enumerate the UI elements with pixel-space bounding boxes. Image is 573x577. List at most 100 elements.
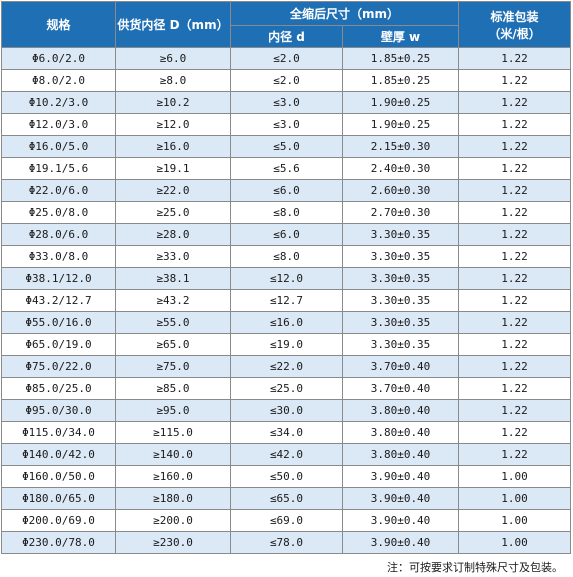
cell-supply-inner-diameter: ≥95.0 xyxy=(116,400,231,422)
cell-standard-pack: 1.22 xyxy=(459,224,571,246)
cell-supply-inner-diameter: ≥6.0 xyxy=(116,48,231,70)
cell-standard-pack: 1.22 xyxy=(459,400,571,422)
cell-wall-thickness: 2.40±0.30 xyxy=(343,158,459,180)
cell-spec: Φ8.0/2.0 xyxy=(2,70,116,92)
table-row: Φ43.2/12.7 ≥43.2 ≤12.7 3.30±0.35 1.22 xyxy=(2,290,571,312)
table-row: Φ10.2/3.0 ≥10.2 ≤3.0 1.90±0.25 1.22 xyxy=(2,92,571,114)
table-row: Φ12.0/3.0 ≥12.0 ≤3.0 1.90±0.25 1.22 xyxy=(2,114,571,136)
table-row: Φ95.0/30.0 ≥95.0 ≤30.0 3.80±0.40 1.22 xyxy=(2,400,571,422)
table-row: Φ19.1/5.6 ≥19.1 ≤5.6 2.40±0.30 1.22 xyxy=(2,158,571,180)
cell-supply-inner-diameter: ≥85.0 xyxy=(116,378,231,400)
cell-standard-pack: 1.22 xyxy=(459,70,571,92)
table-row: Φ28.0/6.0 ≥28.0 ≤6.0 3.30±0.35 1.22 xyxy=(2,224,571,246)
cell-standard-pack: 1.22 xyxy=(459,202,571,224)
cell-standard-pack: 1.22 xyxy=(459,92,571,114)
cell-wall-thickness: 2.70±0.30 xyxy=(343,202,459,224)
header-standard-pack-label: 标准包装 xyxy=(459,8,570,25)
cell-supply-inner-diameter: ≥19.1 xyxy=(116,158,231,180)
cell-supply-inner-diameter: ≥230.0 xyxy=(116,532,231,554)
cell-inner-diameter: ≤8.0 xyxy=(231,246,343,268)
cell-standard-pack: 1.22 xyxy=(459,246,571,268)
cell-supply-inner-diameter: ≥180.0 xyxy=(116,488,231,510)
cell-supply-inner-diameter: ≥75.0 xyxy=(116,356,231,378)
cell-supply-inner-diameter: ≥140.0 xyxy=(116,444,231,466)
cell-inner-diameter: ≤69.0 xyxy=(231,510,343,532)
table-row: Φ85.0/25.0 ≥85.0 ≤25.0 3.70±0.40 1.22 xyxy=(2,378,571,400)
cell-standard-pack: 1.22 xyxy=(459,290,571,312)
cell-standard-pack: 1.22 xyxy=(459,180,571,202)
cell-inner-diameter: ≤8.0 xyxy=(231,202,343,224)
table-row: Φ8.0/2.0 ≥8.0 ≤2.0 1.85±0.25 1.22 xyxy=(2,70,571,92)
cell-wall-thickness: 3.30±0.35 xyxy=(343,268,459,290)
cell-wall-thickness: 3.80±0.40 xyxy=(343,400,459,422)
table-row: Φ140.0/42.0 ≥140.0 ≤42.0 3.80±0.40 1.22 xyxy=(2,444,571,466)
table-row: Φ230.0/78.0 ≥230.0 ≤78.0 3.90±0.40 1.00 xyxy=(2,532,571,554)
table-row: Φ25.0/8.0 ≥25.0 ≤8.0 2.70±0.30 1.22 xyxy=(2,202,571,224)
spec-table: 规格 供货内径 D（mm） 全缩后尺寸（mm） 标准包装 （米/根） 内径 d … xyxy=(1,1,571,554)
cell-standard-pack: 1.00 xyxy=(459,532,571,554)
cell-supply-inner-diameter: ≥10.2 xyxy=(116,92,231,114)
cell-wall-thickness: 3.70±0.40 xyxy=(343,378,459,400)
cell-wall-thickness: 3.90±0.40 xyxy=(343,510,459,532)
table-row: Φ65.0/19.0 ≥65.0 ≤19.0 3.30±0.35 1.22 xyxy=(2,334,571,356)
cell-supply-inner-diameter: ≥22.0 xyxy=(116,180,231,202)
cell-standard-pack: 1.22 xyxy=(459,158,571,180)
cell-wall-thickness: 3.30±0.35 xyxy=(343,312,459,334)
cell-wall-thickness: 2.15±0.30 xyxy=(343,136,459,158)
cell-spec: Φ6.0/2.0 xyxy=(2,48,116,70)
cell-inner-diameter: ≤65.0 xyxy=(231,488,343,510)
header-shrunk-size: 全缩后尺寸（mm） xyxy=(231,2,459,26)
cell-wall-thickness: 1.90±0.25 xyxy=(343,114,459,136)
cell-wall-thickness: 1.90±0.25 xyxy=(343,92,459,114)
cell-standard-pack: 1.22 xyxy=(459,136,571,158)
cell-wall-thickness: 1.85±0.25 xyxy=(343,70,459,92)
cell-supply-inner-diameter: ≥160.0 xyxy=(116,466,231,488)
cell-supply-inner-diameter: ≥16.0 xyxy=(116,136,231,158)
cell-supply-inner-diameter: ≥200.0 xyxy=(116,510,231,532)
cell-inner-diameter: ≤5.0 xyxy=(231,136,343,158)
cell-spec: Φ10.2/3.0 xyxy=(2,92,116,114)
cell-standard-pack: 1.22 xyxy=(459,444,571,466)
cell-inner-diameter: ≤25.0 xyxy=(231,378,343,400)
cell-inner-diameter: ≤5.6 xyxy=(231,158,343,180)
cell-supply-inner-diameter: ≥8.0 xyxy=(116,70,231,92)
cell-inner-diameter: ≤2.0 xyxy=(231,48,343,70)
cell-standard-pack: 1.22 xyxy=(459,356,571,378)
header-inner-diameter: 内径 d xyxy=(231,26,343,48)
cell-spec: Φ95.0/30.0 xyxy=(2,400,116,422)
cell-inner-diameter: ≤3.0 xyxy=(231,114,343,136)
cell-spec: Φ140.0/42.0 xyxy=(2,444,116,466)
header-standard-pack: 标准包装 （米/根） xyxy=(459,2,571,48)
cell-wall-thickness: 3.30±0.35 xyxy=(343,224,459,246)
cell-inner-diameter: ≤2.0 xyxy=(231,70,343,92)
header-supply-inner-diameter: 供货内径 D（mm） xyxy=(116,2,231,48)
table-row: Φ22.0/6.0 ≥22.0 ≤6.0 2.60±0.30 1.22 xyxy=(2,180,571,202)
cell-supply-inner-diameter: ≥43.2 xyxy=(116,290,231,312)
cell-supply-inner-diameter: ≥25.0 xyxy=(116,202,231,224)
cell-spec: Φ160.0/50.0 xyxy=(2,466,116,488)
table-row: Φ55.0/16.0 ≥55.0 ≤16.0 3.30±0.35 1.22 xyxy=(2,312,571,334)
cell-spec: Φ230.0/78.0 xyxy=(2,532,116,554)
cell-spec: Φ43.2/12.7 xyxy=(2,290,116,312)
cell-spec: Φ85.0/25.0 xyxy=(2,378,116,400)
cell-standard-pack: 1.22 xyxy=(459,268,571,290)
cell-spec: Φ115.0/34.0 xyxy=(2,422,116,444)
cell-wall-thickness: 3.80±0.40 xyxy=(343,422,459,444)
table-row: Φ160.0/50.0 ≥160.0 ≤50.0 3.90±0.40 1.00 xyxy=(2,466,571,488)
cell-standard-pack: 1.22 xyxy=(459,422,571,444)
cell-spec: Φ65.0/19.0 xyxy=(2,334,116,356)
cell-standard-pack: 1.00 xyxy=(459,510,571,532)
cell-standard-pack: 1.22 xyxy=(459,48,571,70)
cell-spec: Φ75.0/22.0 xyxy=(2,356,116,378)
table-body: Φ6.0/2.0 ≥6.0 ≤2.0 1.85±0.25 1.22 Φ8.0/2.0 ≥8.… xyxy=(2,48,571,554)
footnote: 注：可按要求订制特殊尺寸及包装。 xyxy=(387,559,563,575)
cell-wall-thickness: 3.90±0.40 xyxy=(343,488,459,510)
cell-wall-thickness: 3.90±0.40 xyxy=(343,532,459,554)
cell-inner-diameter: ≤12.7 xyxy=(231,290,343,312)
cell-standard-pack: 1.22 xyxy=(459,312,571,334)
cell-supply-inner-diameter: ≥55.0 xyxy=(116,312,231,334)
cell-supply-inner-diameter: ≥38.1 xyxy=(116,268,231,290)
table-header: 规格 供货内径 D（mm） 全缩后尺寸（mm） 标准包装 （米/根） 内径 d … xyxy=(2,2,571,48)
cell-spec: Φ16.0/5.0 xyxy=(2,136,116,158)
cell-inner-diameter: ≤50.0 xyxy=(231,466,343,488)
